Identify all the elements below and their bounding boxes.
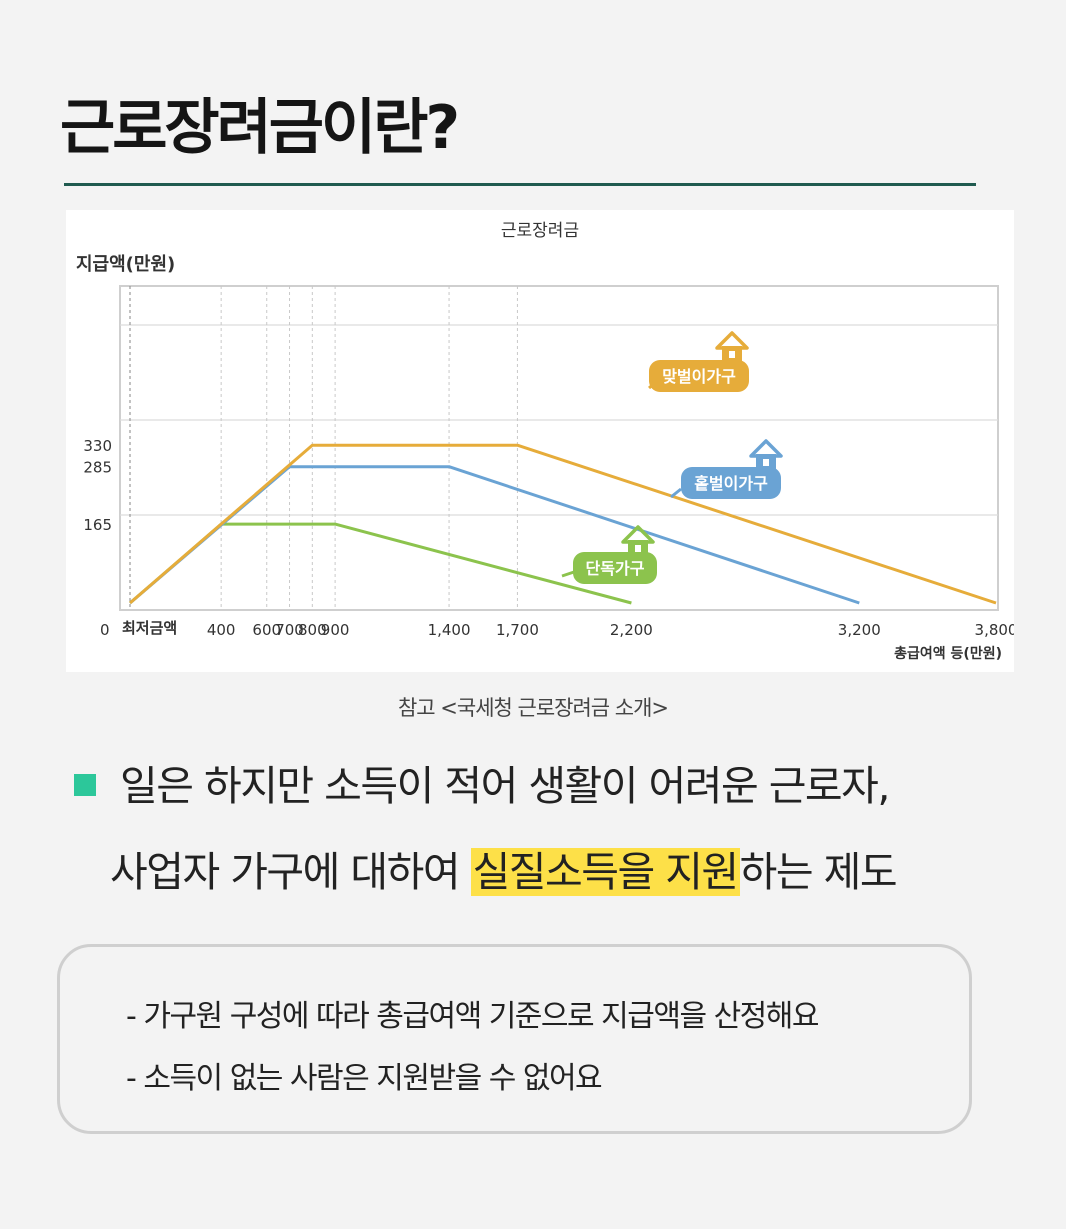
x-axis-label: 총급여액 등(만원) <box>894 645 1002 662</box>
x-tick-label: 1,400 <box>428 621 471 639</box>
y-axis-label: 지급액(만원) <box>76 254 175 275</box>
x-tick-label: 600 <box>252 621 281 639</box>
x-tick-label: 3,800 <box>975 621 1014 639</box>
series-label-pointer <box>670 487 682 499</box>
description-line-2: 사업자 가구에 대하여 실질소득을 지원하는 제도 <box>74 846 1034 898</box>
x-tick-label: 3,200 <box>838 621 881 639</box>
description-text-2b: 하는 제도 <box>739 848 898 896</box>
series-label-badge <box>573 552 657 584</box>
house-icon <box>763 459 769 466</box>
info-box: - 가구원 구성에 따라 총급여액 기준으로 지급액을 산정해요 - 소득이 없… <box>57 944 972 1134</box>
y-tick-label: 330 <box>83 437 112 455</box>
source-note: 참고 <국세청 근로장려금 소개> <box>397 696 669 720</box>
y-tick-label: 285 <box>83 459 112 477</box>
house-icon <box>635 545 641 552</box>
series-label-pointer <box>561 570 575 578</box>
description-text-1: 일은 하지만 소득이 적어 생활이 어려운 근로자, <box>120 762 890 810</box>
x-tick-label: 2,200 <box>610 621 653 639</box>
title-divider <box>64 183 976 186</box>
main-description: 일은 하지만 소득이 적어 생활이 어려운 근로자, 사업자 가구에 대하여 실… <box>74 760 1034 898</box>
series-label-text: 맞벌이가구 <box>662 367 736 386</box>
description-text-2a: 사업자 가구에 대하여 <box>110 848 471 896</box>
y-origin-label: 0 <box>100 621 110 639</box>
series-label-text: 홑벌이가구 <box>694 474 768 493</box>
series-label-badge <box>649 360 749 392</box>
x-tick-label: 400 <box>207 621 236 639</box>
description-highlight: 실질소득을 지원 <box>470 848 740 896</box>
description-line-1: 일은 하지만 소득이 적어 생활이 어려운 근로자, <box>74 760 1034 812</box>
house-icon <box>729 351 735 358</box>
series-label-text: 단독가구 <box>586 559 645 578</box>
y-tick-label: 165 <box>83 516 112 534</box>
info-item: - 소득이 없는 사람은 지원받을 수 없어요 <box>126 1061 603 1096</box>
plot-frame <box>119 285 999 611</box>
chart-title: 근로장려금 <box>501 221 579 241</box>
info-item: - 가구원 구성에 따라 총급여액 기준으로 지급액을 산정해요 <box>126 999 819 1034</box>
x-tick-label: 700 <box>275 621 304 639</box>
x-origin-label: 최저금액 <box>122 619 177 637</box>
x-tick-label: 1,700 <box>496 621 539 639</box>
x-tick-label: 900 <box>321 621 350 639</box>
page-title: 근로장려금이란? <box>60 93 460 163</box>
bullet-square-icon <box>74 774 96 796</box>
series-line <box>129 443 997 605</box>
x-tick-label: 800 <box>298 621 327 639</box>
house-icon <box>715 331 749 350</box>
house-icon <box>749 439 783 458</box>
series-label-badge <box>681 467 781 499</box>
